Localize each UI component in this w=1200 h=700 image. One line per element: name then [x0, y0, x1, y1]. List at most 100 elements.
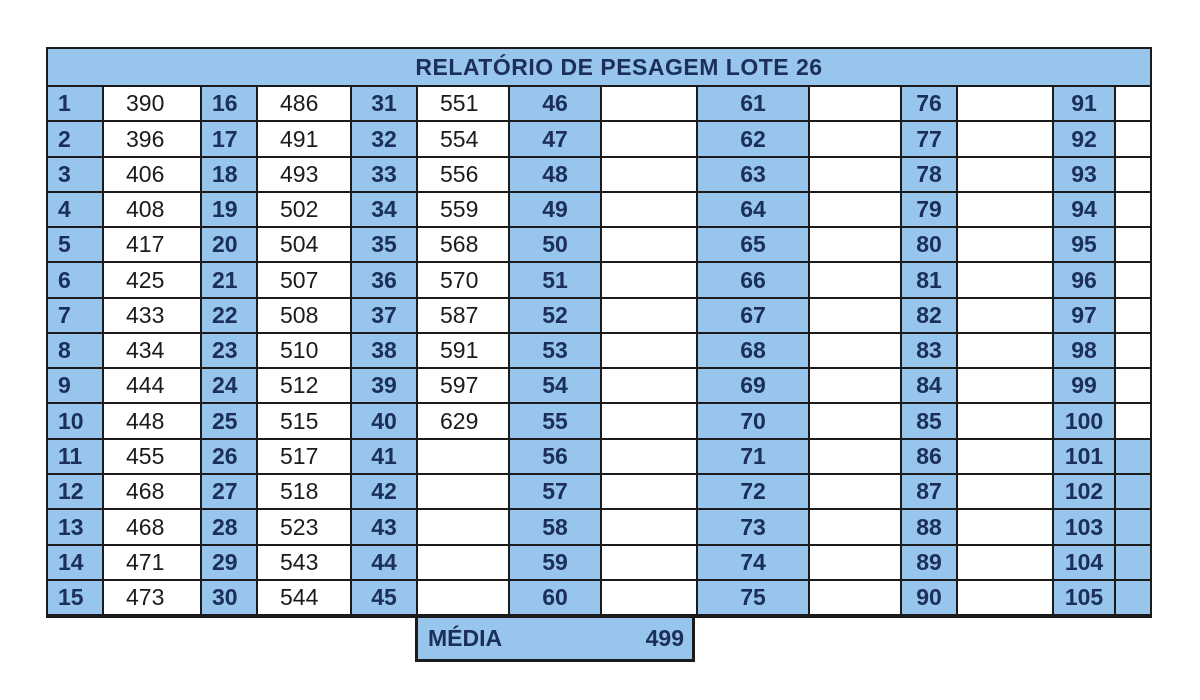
entry-number: 32 [352, 122, 418, 158]
entry-weight: 597 [418, 369, 510, 404]
entry-number: 19 [202, 193, 258, 228]
entry-weight: 417 [104, 228, 202, 263]
entry-weight [1116, 228, 1150, 263]
entry-number: 74 [698, 546, 810, 581]
entry-number: 101 [1054, 440, 1116, 475]
entry-weight: 396 [104, 122, 202, 158]
entry-number: 68 [698, 334, 810, 369]
entry-weight: 434 [104, 334, 202, 369]
entry-number: 79 [902, 193, 958, 228]
entry-weight: 587 [418, 299, 510, 334]
entry-weight [958, 334, 1054, 369]
entry-number: 102 [1054, 475, 1116, 510]
entry-number: 58 [510, 510, 602, 546]
entry-weight [958, 228, 1054, 263]
entry-number: 66 [698, 263, 810, 299]
entry-number: 103 [1054, 510, 1116, 546]
entry-number: 29 [202, 546, 258, 581]
entry-number: 99 [1054, 369, 1116, 404]
entry-weight: 508 [258, 299, 352, 334]
entry-weight [810, 193, 902, 228]
entry-weight [810, 263, 902, 299]
entry-weight [602, 546, 698, 581]
entry-weight: 543 [258, 546, 352, 581]
entry-weight [1116, 510, 1150, 546]
entry-weight [958, 158, 1054, 193]
entry-number: 17 [202, 122, 258, 158]
entry-number: 76 [902, 87, 958, 122]
entry-weight [810, 158, 902, 193]
entry-weight [1116, 440, 1150, 475]
entry-number: 42 [352, 475, 418, 510]
entry-weight: 518 [258, 475, 352, 510]
entry-weight [1116, 404, 1150, 440]
entry-weight [1116, 581, 1150, 616]
entry-weight [958, 440, 1054, 475]
entry-number: 60 [510, 581, 602, 616]
entry-number: 15 [48, 581, 104, 616]
entry-number: 25 [202, 404, 258, 440]
entry-number: 49 [510, 193, 602, 228]
entry-weight [810, 546, 902, 581]
entry-weight [602, 510, 698, 546]
entry-number: 38 [352, 334, 418, 369]
entry-weight: 507 [258, 263, 352, 299]
entry-number: 80 [902, 228, 958, 263]
entry-number: 33 [352, 158, 418, 193]
entry-number: 4 [48, 193, 104, 228]
entry-number: 85 [902, 404, 958, 440]
entry-number: 51 [510, 263, 602, 299]
entry-number: 48 [510, 158, 602, 193]
entry-number: 86 [902, 440, 958, 475]
entry-weight [602, 122, 698, 158]
entry-weight [958, 475, 1054, 510]
entry-weight [1116, 369, 1150, 404]
entry-number: 39 [352, 369, 418, 404]
entry-number: 21 [202, 263, 258, 299]
entry-weight [1116, 475, 1150, 510]
entry-number: 27 [202, 475, 258, 510]
entry-weight: 591 [418, 334, 510, 369]
entry-weight: 448 [104, 404, 202, 440]
entry-weight [958, 546, 1054, 581]
entry-number: 35 [352, 228, 418, 263]
entry-number: 50 [510, 228, 602, 263]
entry-weight [958, 122, 1054, 158]
entry-number: 9 [48, 369, 104, 404]
entry-weight: 408 [104, 193, 202, 228]
entry-weight [602, 440, 698, 475]
entry-weight [810, 87, 902, 122]
entry-weight: 493 [258, 158, 352, 193]
entry-weight [418, 440, 510, 475]
entry-weight [1116, 299, 1150, 334]
entry-weight [958, 369, 1054, 404]
entry-number: 69 [698, 369, 810, 404]
entry-weight: 515 [258, 404, 352, 440]
entry-weight: 468 [104, 510, 202, 546]
entry-weight: 502 [258, 193, 352, 228]
entry-number: 54 [510, 369, 602, 404]
entry-number: 78 [902, 158, 958, 193]
entry-weight: 504 [258, 228, 352, 263]
entry-weight [602, 87, 698, 122]
entry-number: 91 [1054, 87, 1116, 122]
entry-number: 14 [48, 546, 104, 581]
entry-number: 13 [48, 510, 104, 546]
entry-number: 10 [48, 404, 104, 440]
entry-number: 31 [352, 87, 418, 122]
entry-number: 24 [202, 369, 258, 404]
entry-weight: 406 [104, 158, 202, 193]
entry-weight [958, 193, 1054, 228]
entry-weight [810, 404, 902, 440]
entry-number: 16 [202, 87, 258, 122]
entry-number: 72 [698, 475, 810, 510]
entry-number: 30 [202, 581, 258, 616]
report-title: RELATÓRIO DE PESAGEM LOTE 26 [48, 49, 1150, 87]
entry-number: 47 [510, 122, 602, 158]
entry-number: 3 [48, 158, 104, 193]
entry-number: 41 [352, 440, 418, 475]
entry-number: 87 [902, 475, 958, 510]
entry-number: 55 [510, 404, 602, 440]
entry-number: 23 [202, 334, 258, 369]
entry-number: 96 [1054, 263, 1116, 299]
